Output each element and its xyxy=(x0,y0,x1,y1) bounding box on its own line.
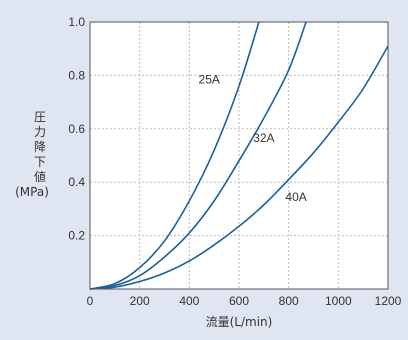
y-axis-label-part: 力 xyxy=(34,125,46,139)
series-lines xyxy=(89,21,389,290)
x-tick-label: 200 xyxy=(130,294,150,308)
y-tick-labels: 0.2 0.4 0.6 0.8 1.0 xyxy=(68,15,85,243)
series-labels: 25A 32A 40A xyxy=(199,72,307,203)
y-axis-label-part: 下 xyxy=(34,155,46,169)
x-tick-label: 800 xyxy=(279,294,299,308)
series-line-25a xyxy=(89,21,260,290)
y-tick-label: 0.2 xyxy=(68,229,85,243)
y-tick-label: 0.4 xyxy=(68,175,85,189)
y-tick-label: 0.6 xyxy=(68,122,85,136)
series-label-32a: 32A xyxy=(253,131,274,145)
x-tick-label: 400 xyxy=(179,294,199,308)
series-line-32a xyxy=(89,21,307,290)
x-tick-label: 600 xyxy=(229,294,249,308)
y-axis-label-part: 値 xyxy=(34,169,46,184)
plot-border xyxy=(89,21,389,290)
x-tick-label: 0 xyxy=(87,294,94,308)
y-axis-label-part: (MPa) xyxy=(15,185,49,199)
series-label-40a: 40A xyxy=(285,190,306,204)
y-tick-label: 1.0 xyxy=(68,15,85,29)
y-tick-label: 0.8 xyxy=(68,68,85,82)
x-tick-label: 1200 xyxy=(375,294,402,308)
series-line-40a xyxy=(89,45,389,290)
y-axis-label-part: 降 xyxy=(34,140,46,154)
grid xyxy=(90,22,388,289)
y-axis-label-part: 圧 xyxy=(34,110,46,124)
x-axis-label: 流量(L/min) xyxy=(206,315,273,329)
x-tick-labels: 0 200 400 600 800 1000 1200 xyxy=(87,294,402,308)
x-tick-label: 1000 xyxy=(325,294,352,308)
series-label-25a: 25A xyxy=(199,72,220,86)
